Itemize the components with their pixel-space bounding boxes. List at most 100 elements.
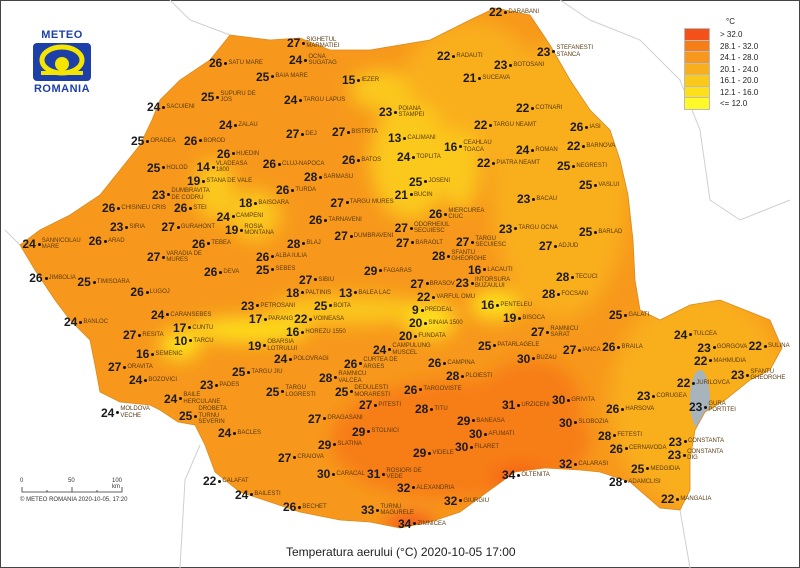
station-iezer: 15 IEZER xyxy=(342,74,379,86)
station-calafat: 22 CALAFAT xyxy=(203,475,249,487)
station-dot xyxy=(572,164,576,168)
station-tarcu: 10 TARCU xyxy=(174,335,214,347)
station-sacuieni: 24 SACUIENI xyxy=(147,101,195,113)
station-dot xyxy=(374,403,378,407)
station-sarmasu: 28 SARMASU xyxy=(304,171,353,183)
station-dot xyxy=(301,132,305,136)
station-name: DUMBRAVENI xyxy=(353,232,394,239)
station-name: TITU xyxy=(434,405,448,412)
station-value: 24 xyxy=(151,307,165,322)
station-value: 17 xyxy=(173,320,187,335)
station-dot xyxy=(574,421,578,424)
station-dot xyxy=(359,362,363,366)
station-value: 25 xyxy=(609,308,623,322)
station-fundata: 20 FUNDATA xyxy=(399,330,446,342)
station-dot xyxy=(367,430,371,433)
station-dot xyxy=(234,123,238,127)
station-dot xyxy=(123,365,127,369)
station-dot xyxy=(189,339,193,343)
station-name: ZIMNICEA xyxy=(417,520,447,527)
station-oradea: 25 ORADEA xyxy=(131,135,176,147)
station-dot xyxy=(746,373,750,377)
station-dot xyxy=(319,175,323,179)
station-turnu-magurele: 33 TURNU MAGURELE xyxy=(361,504,426,517)
station-dot xyxy=(478,76,482,80)
station-dot xyxy=(567,398,571,402)
station-name: IASI xyxy=(589,123,601,130)
station-dot xyxy=(493,344,497,348)
station-value: 9 xyxy=(412,303,419,317)
station-name: DEVA xyxy=(223,268,240,275)
station-value: 22 xyxy=(567,139,581,153)
station-value: 24 xyxy=(216,209,230,224)
station-value: 22 xyxy=(437,49,451,63)
station-braila: 26 BRAILA xyxy=(602,341,643,353)
station-chisineu-cris: 26 CHISINEU CRIS xyxy=(102,202,166,214)
station-name: SIGHETUL MARMATIEI xyxy=(306,36,340,50)
station-brasov: 27 BRASOV xyxy=(410,278,454,290)
station-name: BUCIN xyxy=(413,191,433,198)
station-name: CALIMANI xyxy=(407,134,436,141)
station-dot xyxy=(345,201,349,205)
station-name: TURNU MAGURELE xyxy=(380,503,415,517)
station-zimnicea: 34 ZIMNICEA xyxy=(398,518,446,530)
station-dot xyxy=(683,453,687,457)
station-value: 19 xyxy=(248,338,262,353)
station-value: 26 xyxy=(609,441,623,456)
station-dot xyxy=(552,50,556,54)
station-dot xyxy=(409,226,413,230)
station-name: BARAOLT xyxy=(415,239,443,246)
station-dot xyxy=(289,357,293,361)
station-name: BISOCA xyxy=(522,315,546,322)
station-dot xyxy=(179,397,183,401)
station-baraolt: 27 BARAOLT xyxy=(396,237,443,249)
station-value: 25 xyxy=(478,338,492,353)
station-name: STANA DE VALE xyxy=(206,177,253,184)
station-constanta-dig: 23 CONSTANTA DIG xyxy=(668,449,733,462)
station-value: 30 xyxy=(559,415,573,430)
station-ceahlau-toaca: 16 CEAHLAU TOACA xyxy=(444,140,509,153)
station-value: 24 xyxy=(397,150,411,164)
station-targu-logresti: 25 TARGU LOGRESTI xyxy=(266,385,331,398)
station-buzau: 30 BUZAU xyxy=(517,353,557,365)
station-name: PATARLAGELE xyxy=(497,342,540,349)
station-value: 26 xyxy=(429,207,443,222)
station-campulung-muscel: 24 CAMPULUNG MUSCEL xyxy=(373,343,438,356)
station-name: SEBES xyxy=(275,266,296,273)
station-name: DRAGASANI xyxy=(327,415,363,422)
station-holod: 25 HOLOD xyxy=(147,162,188,174)
station-value: 19 xyxy=(225,223,239,238)
station-value: 24 xyxy=(235,487,249,502)
station-name: CLUJ-NAPOCA xyxy=(282,161,325,167)
station-value: 27 xyxy=(299,272,313,287)
station-campeni: 24 CAMPENI xyxy=(217,211,264,223)
station-value: 28 xyxy=(556,270,570,284)
station-dot xyxy=(689,333,693,337)
station-dumbraveni: 27 DUMBRAVENI xyxy=(334,230,393,242)
station-dot xyxy=(250,493,254,497)
station-dot xyxy=(138,333,142,337)
station-dot xyxy=(585,125,589,129)
station-dot xyxy=(314,278,318,282)
station-sinaia-1500: 20 SINAIA 1500 xyxy=(409,317,463,329)
copyright: © METEO ROMANIA 2020-10-05, 17:20 xyxy=(20,497,128,503)
station-dot xyxy=(162,105,166,109)
station-dot xyxy=(162,255,166,259)
station-name: SIRIA xyxy=(129,223,146,230)
station-filaret: 30 FILARET xyxy=(455,441,499,453)
station-drobeta-turnu-severin: 25 DROBETA TURNU SEVERIN xyxy=(179,406,244,426)
station-dot xyxy=(207,242,211,246)
station-penteleu: 16 PENTELEU xyxy=(481,299,532,311)
station-dot xyxy=(763,344,767,348)
station-value: 26 xyxy=(184,133,198,148)
station-name: STEFANESTI STANCA xyxy=(556,45,594,58)
station-dot xyxy=(215,383,219,387)
station-name: FAGARAS xyxy=(383,267,412,274)
station-value: 25 xyxy=(179,409,193,424)
station-adjud: 27 ADJUD xyxy=(539,240,578,252)
station-dot xyxy=(444,212,448,216)
station-dot xyxy=(403,136,407,140)
station-dot xyxy=(532,357,536,361)
station-value: 15 xyxy=(342,73,356,87)
station-name: BAIA MARE xyxy=(275,73,308,80)
